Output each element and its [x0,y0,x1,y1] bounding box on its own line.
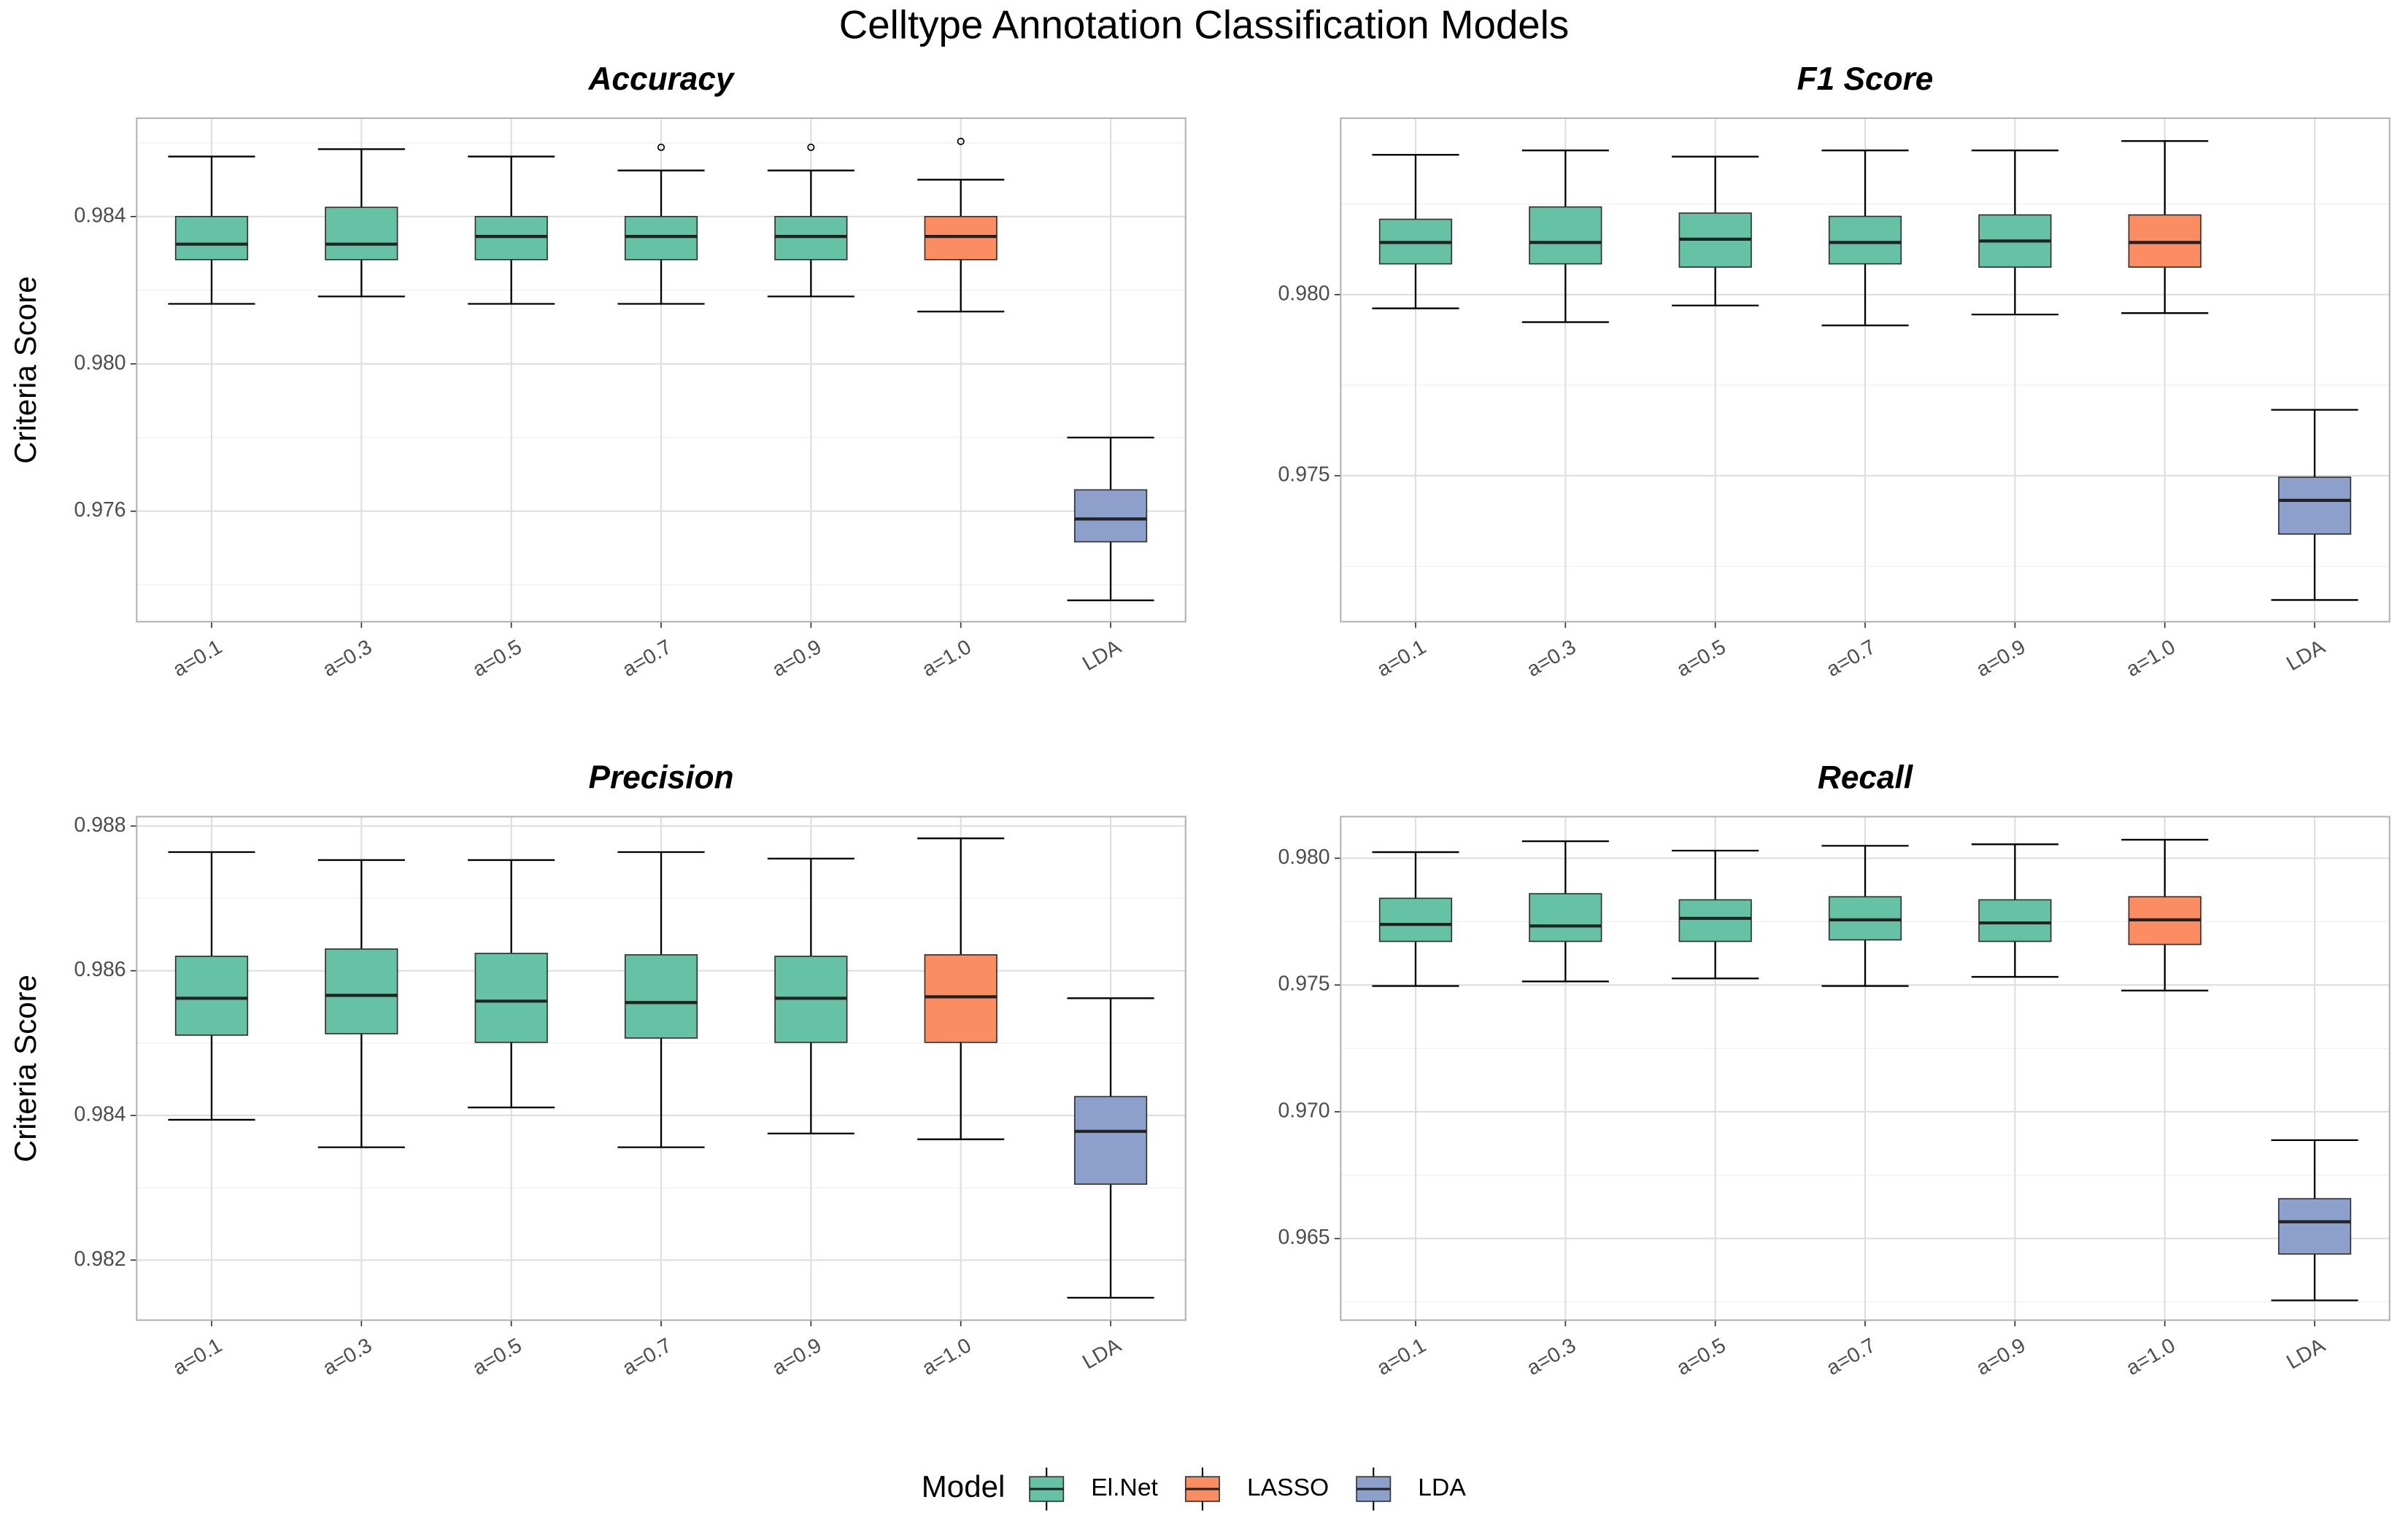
legend-item: El.Net [1029,1467,1159,1511]
y-tick-label: 0.982 [74,1247,126,1271]
y-axis-label: Criteria Score [8,975,42,1162]
panel-title: Recall [1818,760,1914,796]
y-tick-label: 0.970 [1278,1099,1330,1122]
box [1529,206,1602,265]
panel-border [136,117,1186,623]
box [325,206,398,260]
legend-label: El.Net [1091,1474,1158,1501]
legend-label: LDA [1418,1474,1466,1501]
legend-label: LASSO [1247,1474,1329,1501]
box [2277,476,2352,535]
y-tick-label: 0.980 [1278,846,1330,869]
outlier [957,137,965,145]
panel-border [1340,816,2390,1321]
panel-title: Precision [589,760,734,796]
box [1828,215,1902,265]
legend-item: LASSO [1184,1467,1329,1511]
box [325,948,398,1034]
y-tick-label: 0.980 [74,351,126,374]
panel-border [136,816,1186,1321]
box [174,215,249,260]
box [624,954,698,1039]
box [1678,899,1752,943]
y-tick-label: 0.986 [74,958,126,981]
y-tick-label: 0.984 [74,204,126,227]
box [1073,489,1148,543]
box [474,215,548,260]
y-tick-label: 0.965 [1278,1226,1330,1249]
panel-title: Accuracy [588,61,736,97]
legend-title: Model [922,1469,1006,1504]
box [1978,899,2052,943]
box [624,215,698,260]
box [2277,1198,2352,1255]
box [474,953,548,1043]
y-tick-label: 0.984 [74,1102,126,1126]
panel-title: F1 Score [1797,61,1934,97]
box [774,215,848,260]
y-axis-label: Criteria Score [8,276,42,464]
y-tick-label: 0.975 [1278,463,1330,487]
y-tick-label: 0.988 [74,813,126,837]
outlier [807,143,815,151]
box [1073,1096,1148,1185]
chart-title: Celltype Annotation Classification Model… [839,1,1569,47]
box [1378,897,1453,943]
box [924,954,997,1043]
box [174,955,249,1036]
box [1529,893,1602,943]
y-tick-label: 0.980 [1278,282,1330,305]
box [924,215,997,260]
y-tick-label: 0.976 [74,498,126,522]
panel-border [1340,117,2390,623]
y-tick-label: 0.975 [1278,972,1330,996]
outlier [657,143,665,151]
legend-item: LDA [1356,1467,1466,1511]
